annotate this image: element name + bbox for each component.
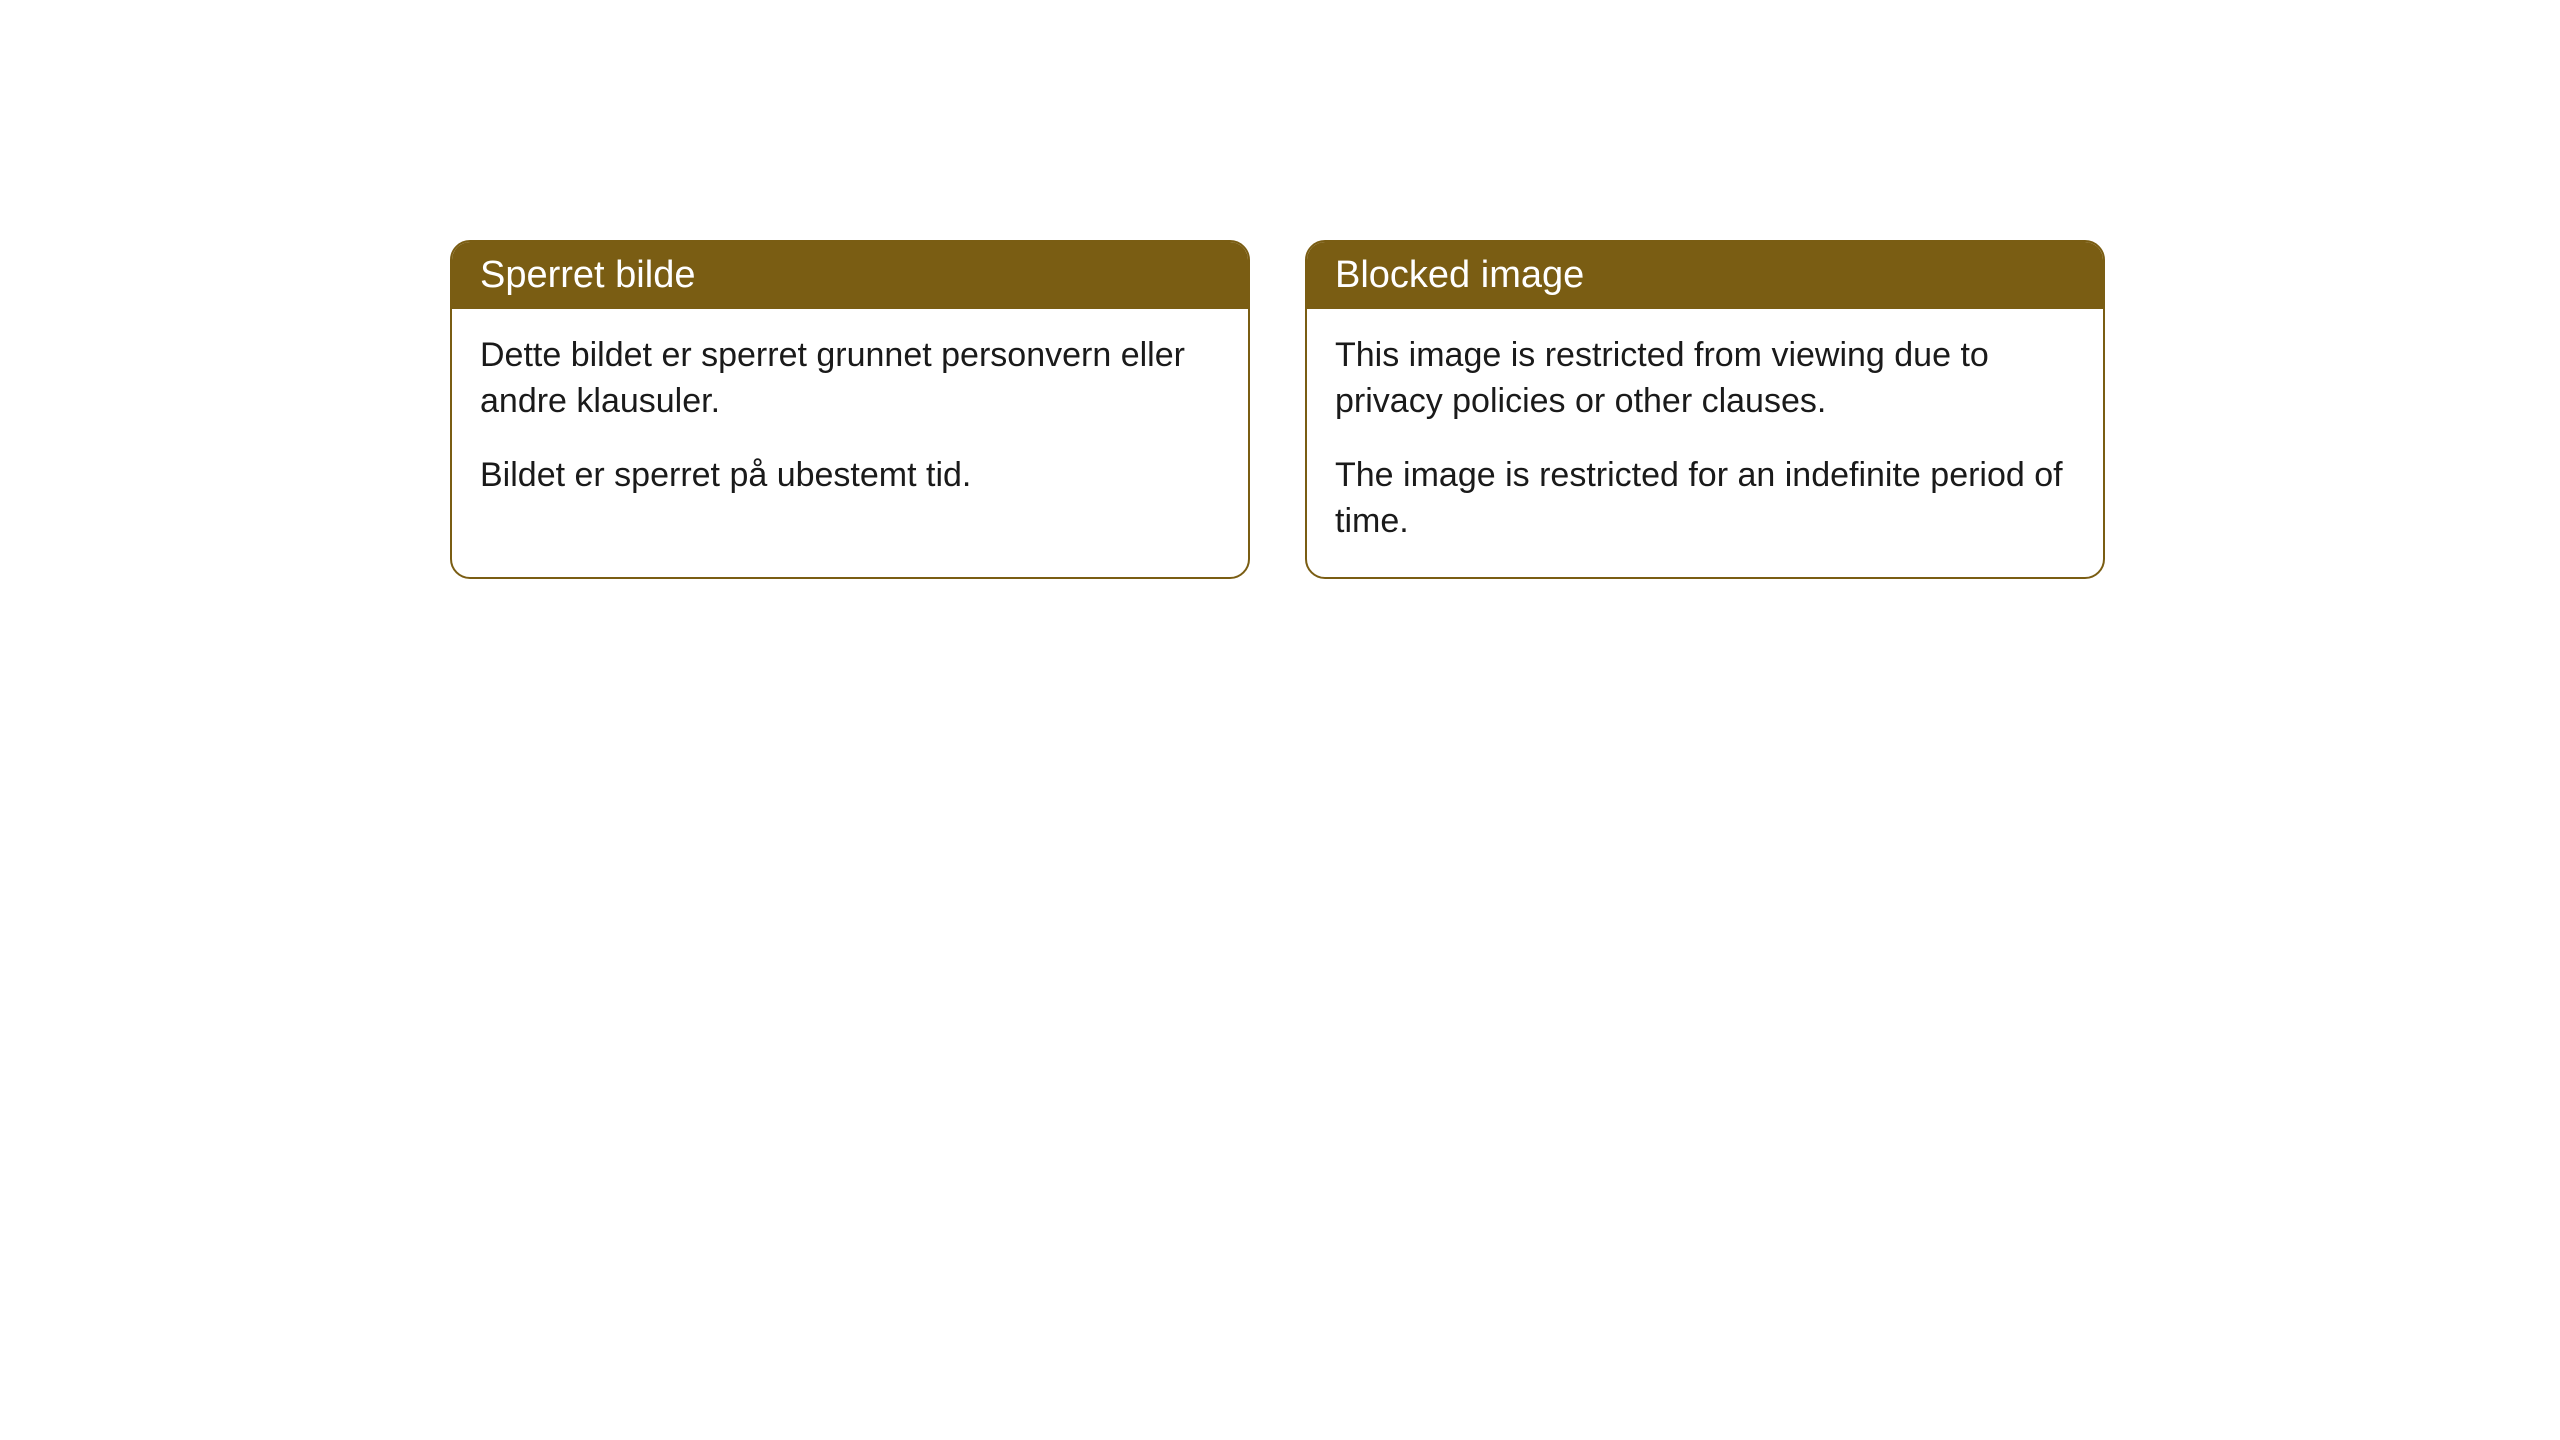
card-title-english: Blocked image	[1307, 242, 2103, 309]
card-body-norwegian: Dette bildet er sperret grunnet personve…	[452, 309, 1248, 531]
card-paragraph-1-english: This image is restricted from viewing du…	[1335, 333, 2075, 425]
card-body-english: This image is restricted from viewing du…	[1307, 309, 2103, 577]
card-paragraph-1-norwegian: Dette bildet er sperret grunnet personve…	[480, 333, 1220, 425]
card-paragraph-2-english: The image is restricted for an indefinit…	[1335, 453, 2075, 545]
blocked-image-card-english: Blocked image This image is restricted f…	[1305, 240, 2105, 579]
blocked-image-card-norwegian: Sperret bilde Dette bildet er sperret gr…	[450, 240, 1250, 579]
notice-cards-container: Sperret bilde Dette bildet er sperret gr…	[450, 240, 2560, 579]
card-title-norwegian: Sperret bilde	[452, 242, 1248, 309]
card-paragraph-2-norwegian: Bildet er sperret på ubestemt tid.	[480, 453, 1220, 499]
